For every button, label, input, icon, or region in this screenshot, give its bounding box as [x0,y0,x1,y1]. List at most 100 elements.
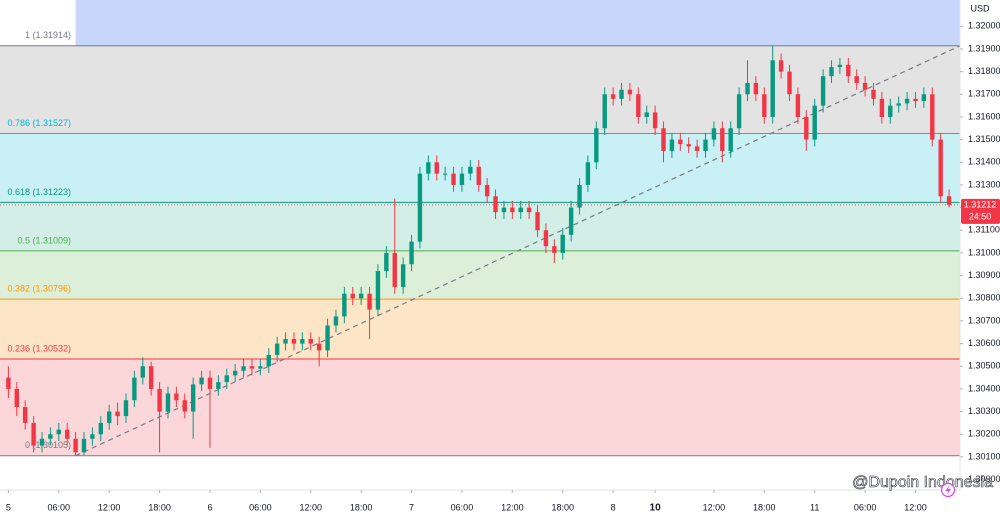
candle-body [938,139,943,197]
candle-body [392,252,397,287]
y-tick-label: 1.30400 [968,383,1000,393]
x-tick-label: 18:00 [350,502,373,512]
candle-body [896,103,901,106]
candle-body [283,339,288,344]
x-tick-label: 18:00 [753,502,776,512]
candle-body [913,98,918,102]
candle-body [484,184,490,197]
x-tick-label: 06:00 [451,502,474,512]
candle-body [165,393,171,412]
candle-body [552,246,557,253]
candle-body [535,212,540,231]
fib-zone [0,45,960,134]
candle-body [48,434,53,439]
candle-body [123,400,129,417]
fib-label: 0.236 (1.30532) [7,343,71,353]
x-tick-label: 18:00 [148,502,171,512]
lightning-glyph [945,485,951,495]
x-tick-label: 7 [409,502,414,512]
x-tick-label: 18:00 [551,502,574,512]
candle-body [787,71,792,95]
candle-body [610,94,616,99]
candle-body [736,94,742,129]
watermark: @Dupoin Indonesia [852,474,993,491]
candle-body [358,293,364,299]
candle-body [241,366,246,371]
candle-body [602,94,607,129]
y-tick-label: 1.30800 [968,293,1000,303]
axes: 1.30000 1.30100 1.30200 1.30300 1.30400 1.305… [6,21,1000,514]
y-tick-label: 1.30200 [968,429,1000,439]
candle-body [568,207,574,235]
y-tick-label: 1.31700 [968,89,1000,99]
candle-body [442,173,448,175]
y-tick-label: 1.31100 [968,225,1000,235]
candle-body [308,339,313,344]
y-tick-label: 1.30000 [968,474,1000,484]
price-tag [961,198,1000,224]
price-axis-bg [960,0,1000,515]
candle-body [804,116,809,140]
candle-body [199,377,204,385]
candle-body [98,422,103,435]
candle-body [182,400,187,412]
y-tick-label: 1.31500 [968,134,1000,144]
candle-body [400,264,406,287]
candle-body [409,241,414,265]
y-tick-label: 1.30900 [968,270,1000,280]
y-tick-label: 1.30100 [968,451,1000,461]
fib-zone [0,202,960,251]
candle-body [174,393,179,401]
candle-body [694,146,700,151]
candle-body [795,94,801,117]
candle-body [232,370,238,376]
fib-zone [0,250,960,300]
candle-body [106,411,112,423]
candle-body [762,94,767,117]
candle-body [384,252,389,272]
candle-body [31,422,36,446]
candle-body [333,316,339,326]
candle-body [510,207,515,213]
candle-body [258,366,263,369]
candle-body [669,139,675,151]
candle-body [678,139,683,145]
candle-body [753,82,759,95]
candle-body [375,271,381,310]
candle-body [274,343,280,355]
candle-body [585,162,591,185]
candle-body [862,82,868,90]
x-tick-label: 06:00 [854,502,877,512]
candle-body [560,234,565,253]
currency-label: USD [970,3,990,13]
x-tick-label: 12:00 [299,502,322,512]
candle-body [350,293,355,299]
candle-body [426,162,431,174]
candle-body [207,377,213,389]
fib-label: 0.382 (1.30796) [7,284,71,294]
y-tick-label: 1.31000 [968,247,1000,257]
candle-body [73,438,78,453]
candle-body [778,60,784,72]
x-tick-label: 8 [611,502,616,512]
candle-body [711,128,717,140]
fib-label: 0.618 (1.31223) [7,187,71,197]
candle-body [820,76,826,106]
candle-body [703,139,708,151]
y-tick-label: 1.31800 [968,66,1000,76]
candle-body [14,388,19,408]
y-tick-label: 1.32000 [968,21,1000,31]
x-tick-label: 12:00 [501,502,524,512]
fib-zone [0,299,960,360]
candle-body [249,366,255,369]
fib-label: 0.5 (1.31009) [17,235,71,245]
y-tick-label: 1.30600 [968,338,1000,348]
candle-body [190,384,196,412]
candle-body [468,166,473,174]
candle-body [342,293,347,317]
fib-label: 0 (1.30105) [25,440,71,450]
candle-body [417,173,423,242]
x-tick-label: 11 [810,502,819,512]
